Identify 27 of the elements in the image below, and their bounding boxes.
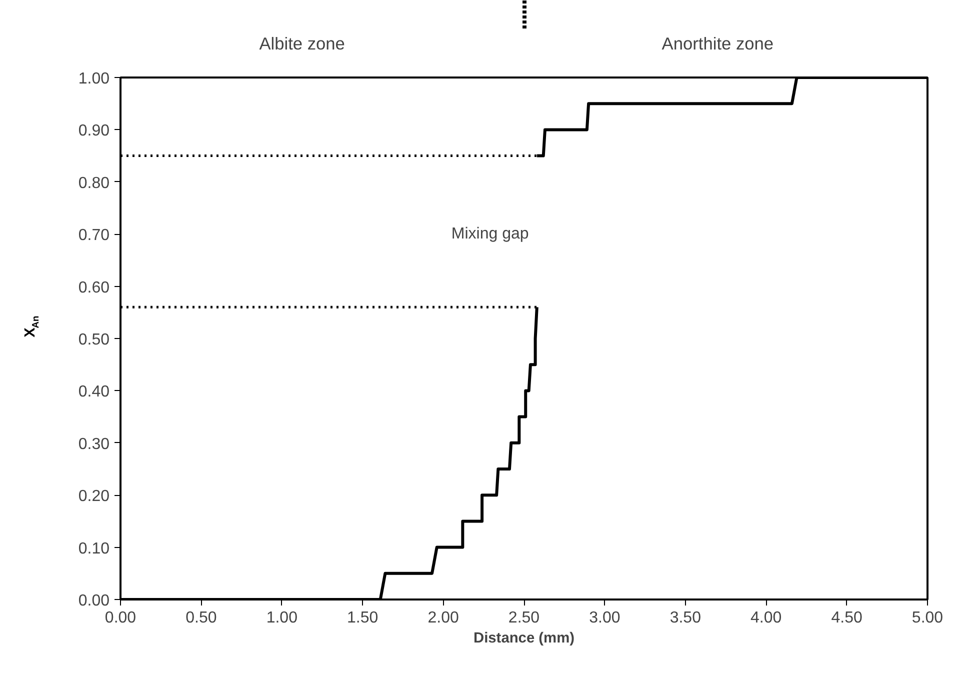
y-tick-label: 0.30: [78, 436, 110, 453]
x-tick-label: 3.00: [589, 610, 620, 626]
y-tick-label: 0.20: [78, 488, 110, 506]
y-tick-label: 0.00: [78, 592, 110, 610]
y-tick-label: 0.40: [78, 384, 110, 401]
x-tick-label: 1.50: [347, 610, 378, 626]
text: Anorthite zone: [662, 34, 774, 54]
x-tick-label: 4.50: [831, 610, 862, 626]
x-tick-label: 5.00: [912, 610, 944, 626]
y-axis-title: XAn: [22, 315, 40, 338]
x-tick-label: 2.50: [508, 610, 540, 626]
x-tick-label: 4.00: [750, 610, 782, 626]
y-tick-label: 0.60: [78, 279, 110, 296]
y-tick-label: 0.10: [78, 540, 110, 558]
text: Albite zone: [259, 34, 345, 54]
y-tick-label: 0.70: [78, 227, 110, 244]
y-tick-label: 0.50: [78, 332, 110, 348]
y-tick-label: 0.80: [78, 174, 110, 192]
x-tick-label: 0.00: [104, 610, 136, 626]
x-tick-label: 3.50: [670, 610, 702, 626]
x-axis-title: Distance (mm): [474, 630, 575, 646]
y-tick-label: 1.00: [78, 70, 110, 88]
y-tick-label: 0.90: [78, 122, 110, 140]
x-tick-label: 0.50: [186, 610, 217, 626]
x-tick-label: 1.00: [266, 610, 298, 626]
x-tick-label: 2.00: [428, 610, 459, 626]
annotation: Mixing gap: [451, 226, 529, 243]
